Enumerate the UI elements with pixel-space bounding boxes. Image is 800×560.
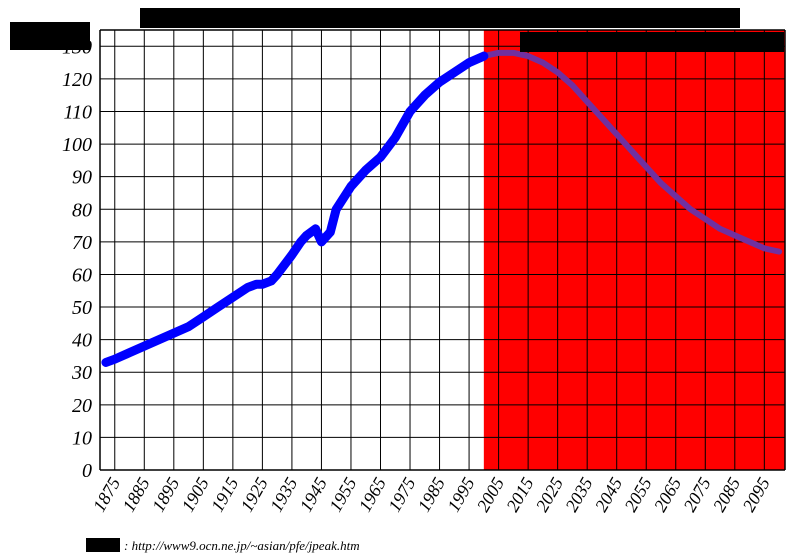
population-chart: 0102030405060708090100110120130187518851… [0, 0, 800, 560]
y-tick-label: 50 [72, 297, 92, 319]
y-tick-label: 80 [72, 199, 92, 221]
source-text: : http://www9.ocn.ne.jp/~asian/pfe/jpeak… [124, 538, 360, 553]
source-prefix-box [86, 538, 120, 552]
chart-canvas: 0102030405060708090100110120130187518851… [0, 0, 800, 560]
forecast-region [484, 30, 785, 470]
y-tick-label: 10 [72, 427, 92, 449]
y-tick-label: 0 [82, 460, 92, 482]
subtitle-box [520, 32, 784, 52]
y-tick-label: 100 [62, 134, 92, 156]
y-tick-label: 120 [62, 69, 92, 91]
title-box [140, 8, 740, 28]
y-tick-label: 40 [72, 330, 92, 352]
y-tick-label: 70 [72, 232, 92, 254]
y-tick-label: 30 [71, 362, 92, 384]
y-tick-label: 110 [63, 101, 92, 123]
y-axis-legend-box [10, 22, 90, 50]
y-tick-label: 60 [72, 264, 92, 286]
y-tick-label: 90 [72, 167, 92, 189]
y-tick-label: 20 [72, 395, 92, 417]
